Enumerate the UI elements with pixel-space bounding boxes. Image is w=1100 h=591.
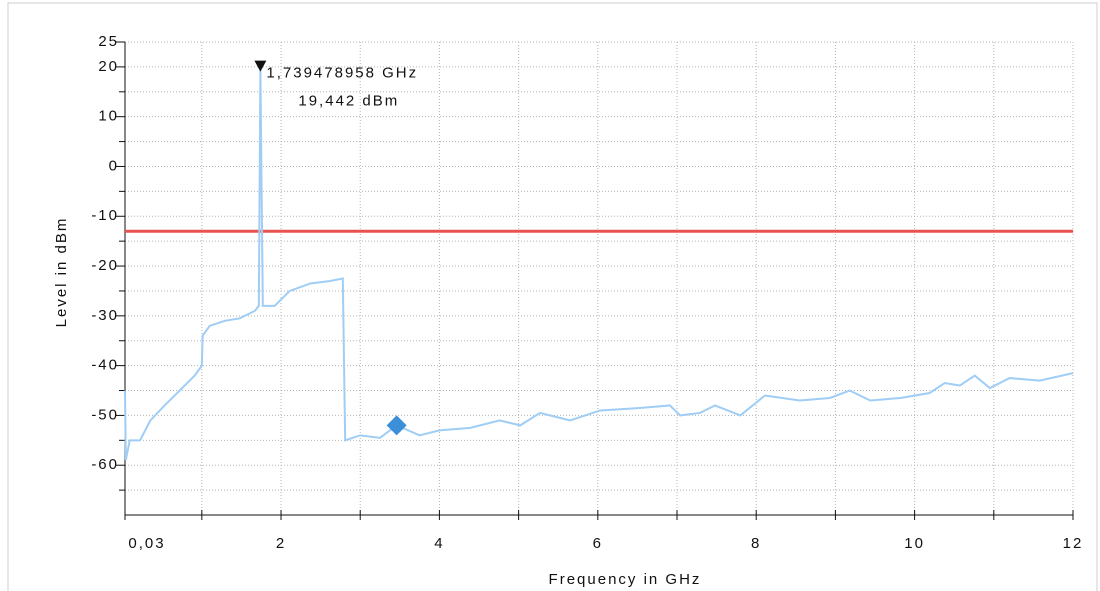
y-tick-label: -30 bbox=[91, 307, 119, 324]
y-tick-label: -20 bbox=[91, 257, 119, 274]
peak-marker bbox=[254, 60, 267, 72]
y-tick-label: 0 bbox=[109, 157, 119, 174]
y-tick-label: -40 bbox=[91, 357, 119, 374]
marker-label: 1,739478958 GHz bbox=[266, 65, 418, 82]
y-tick-label: -60 bbox=[91, 456, 119, 473]
y-tick-label: 10 bbox=[98, 108, 119, 125]
y-tick-label: -50 bbox=[91, 406, 119, 423]
x-tick-label: 12 bbox=[1063, 535, 1084, 552]
diamond-marker bbox=[386, 415, 407, 436]
y-axis-label: Level in dBm bbox=[53, 217, 70, 328]
frame bbox=[7, 2, 1098, 591]
y-tick-label: -10 bbox=[91, 207, 119, 224]
x-tick-label: 6 bbox=[593, 535, 603, 552]
trace bbox=[124, 69, 1074, 461]
y-tick-label: 20 bbox=[98, 58, 119, 75]
x-tick-label: 8 bbox=[751, 535, 761, 552]
x-tick-label: 2 bbox=[276, 535, 286, 552]
x-axis-label: Frequency in GHz bbox=[549, 571, 702, 588]
y-tick-label: 25 bbox=[98, 33, 119, 50]
x-tick-label: 0,03 bbox=[128, 535, 165, 552]
marker-label: 19,442 dBm bbox=[298, 93, 399, 110]
x-tick-label: 4 bbox=[434, 535, 444, 552]
x-tick-label: 10 bbox=[904, 535, 925, 552]
